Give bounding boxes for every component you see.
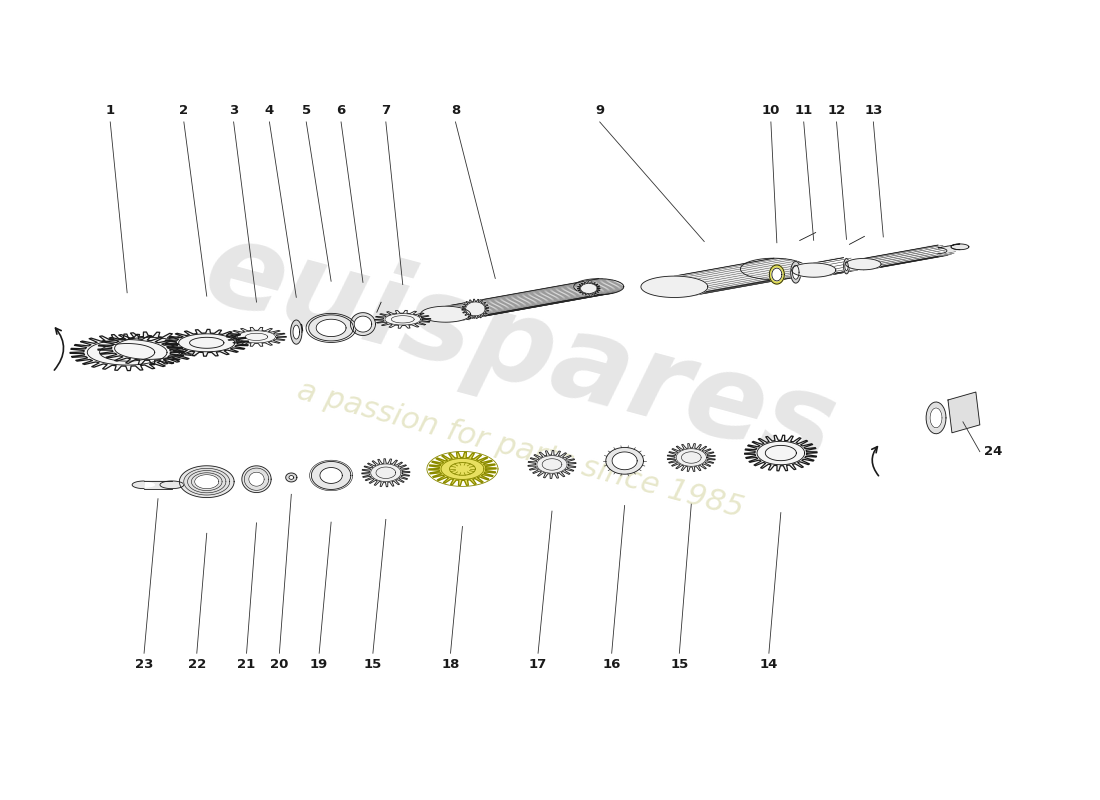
Polygon shape — [578, 282, 601, 295]
Polygon shape — [952, 244, 969, 250]
Polygon shape — [948, 392, 980, 433]
Polygon shape — [792, 263, 836, 277]
Polygon shape — [612, 452, 637, 470]
Polygon shape — [244, 468, 268, 490]
Polygon shape — [249, 472, 264, 486]
Polygon shape — [250, 473, 264, 486]
Text: 7: 7 — [382, 104, 390, 117]
Text: 19: 19 — [310, 658, 328, 671]
Polygon shape — [351, 313, 375, 335]
Polygon shape — [179, 466, 234, 498]
Polygon shape — [195, 474, 219, 489]
Polygon shape — [160, 481, 184, 489]
Text: 2: 2 — [179, 104, 188, 117]
Polygon shape — [845, 262, 848, 270]
Text: euispares: euispares — [192, 211, 848, 490]
Polygon shape — [814, 258, 844, 277]
Polygon shape — [769, 265, 784, 284]
Polygon shape — [362, 458, 410, 486]
Text: 9: 9 — [595, 104, 604, 117]
Text: 22: 22 — [188, 658, 206, 671]
Polygon shape — [98, 332, 200, 365]
Text: 24: 24 — [983, 445, 1002, 458]
Text: 13: 13 — [865, 104, 882, 117]
Polygon shape — [528, 450, 576, 478]
Text: 6: 6 — [337, 104, 345, 117]
Text: 12: 12 — [827, 104, 846, 117]
Polygon shape — [641, 276, 707, 298]
Text: 3: 3 — [229, 104, 239, 117]
Polygon shape — [938, 244, 960, 254]
Polygon shape — [931, 408, 942, 428]
Polygon shape — [740, 258, 807, 280]
Polygon shape — [846, 258, 881, 270]
Polygon shape — [926, 402, 946, 434]
Text: 14: 14 — [760, 658, 778, 671]
Polygon shape — [132, 481, 144, 489]
Text: 1: 1 — [106, 104, 114, 117]
Polygon shape — [309, 315, 353, 341]
Polygon shape — [320, 467, 342, 483]
Polygon shape — [668, 443, 715, 471]
Polygon shape — [311, 462, 351, 490]
Text: 8: 8 — [451, 104, 460, 117]
Polygon shape — [791, 262, 801, 283]
Text: a passion for parts since 1985: a passion for parts since 1985 — [294, 376, 747, 523]
Polygon shape — [188, 470, 226, 493]
Polygon shape — [195, 474, 219, 489]
Polygon shape — [462, 299, 488, 318]
Polygon shape — [375, 310, 431, 328]
Polygon shape — [674, 258, 774, 298]
Polygon shape — [316, 319, 346, 337]
Text: 20: 20 — [271, 658, 288, 671]
Text: 4: 4 — [265, 104, 274, 117]
Text: 5: 5 — [301, 104, 311, 117]
Polygon shape — [290, 320, 303, 344]
Polygon shape — [144, 481, 172, 489]
Text: 17: 17 — [529, 658, 547, 671]
Polygon shape — [745, 435, 817, 470]
Text: 23: 23 — [135, 658, 153, 671]
Text: 18: 18 — [441, 658, 460, 671]
Polygon shape — [70, 334, 185, 370]
Polygon shape — [772, 268, 782, 281]
Polygon shape — [792, 266, 799, 279]
Polygon shape — [191, 473, 222, 490]
Polygon shape — [227, 327, 286, 346]
Polygon shape — [574, 278, 624, 294]
Polygon shape — [446, 278, 598, 322]
Polygon shape — [844, 258, 849, 274]
Polygon shape — [420, 306, 471, 322]
Text: 21: 21 — [238, 658, 255, 671]
Polygon shape — [289, 475, 294, 479]
Polygon shape — [864, 245, 938, 270]
Polygon shape — [242, 466, 271, 493]
Text: 10: 10 — [761, 104, 780, 117]
Text: 11: 11 — [794, 104, 813, 117]
Text: 15: 15 — [670, 658, 689, 671]
Polygon shape — [184, 468, 230, 495]
Polygon shape — [165, 330, 249, 356]
Polygon shape — [354, 316, 372, 332]
Polygon shape — [606, 447, 643, 474]
Text: 15: 15 — [364, 658, 382, 671]
Polygon shape — [286, 473, 297, 482]
Polygon shape — [293, 325, 299, 339]
Polygon shape — [429, 453, 496, 486]
Text: 16: 16 — [603, 658, 620, 671]
